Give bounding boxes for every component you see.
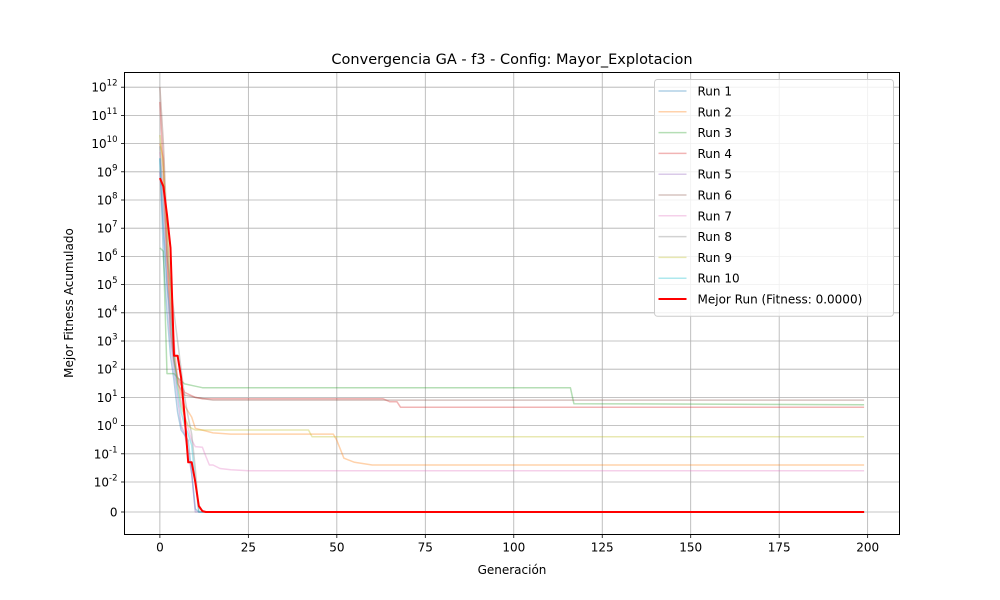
x-tick-label: 125 [591, 541, 614, 555]
plot-frame [124, 72, 900, 535]
y-tick-label: 109 [97, 163, 118, 179]
y-tick-label: 106 [97, 248, 118, 264]
y-tick-label: 100 [97, 417, 118, 433]
series-line-4 [159, 101, 865, 408]
series-line-7 [159, 152, 865, 472]
y-tick-label: 103 [97, 333, 118, 349]
y-tick-label: 104 [97, 304, 118, 320]
legend-label: Run 9 [698, 251, 732, 265]
y-tick-label: 101 [97, 389, 118, 405]
y-tick-label: 105 [97, 276, 118, 292]
y-axis: 0 10-2 10-1 100 101 102 103 104 105 106 107 108 109 1… [91, 79, 125, 520]
legend-label: Run 6 [698, 189, 732, 203]
x-tick-label: 100 [502, 541, 525, 555]
y-tick-label: 102 [97, 361, 118, 377]
x-tick-label: 0 [156, 541, 164, 555]
x-tick-label: 50 [329, 541, 344, 555]
x-axis-label: Generación [478, 563, 547, 577]
x-tick-label: 175 [768, 541, 791, 555]
legend-label: Run 4 [698, 147, 732, 161]
legend-label: Run 1 [698, 85, 732, 99]
series-line-1 [159, 158, 865, 513]
legend-label: Run 3 [698, 126, 732, 140]
legend: Run 1 Run 2 Run 3 Run 4 Run 5 Run 6 Run 7 Run 8… [654, 79, 894, 317]
x-tick-label: 150 [679, 541, 702, 555]
legend-label: Run 7 [698, 209, 732, 223]
y-tick-label: 10-2 [94, 474, 118, 490]
y-tick-label: 0 [110, 506, 118, 520]
y-axis-label: Mejor Fitness Acumulado [62, 228, 76, 378]
x-tick-label: 75 [418, 541, 433, 555]
legend-box [654, 79, 894, 317]
legend-label: Run 5 [698, 168, 732, 182]
series-layer [158, 87, 865, 513]
y-tick-label: 107 [97, 220, 118, 236]
series-line-11 [158, 177, 865, 513]
x-axis: 0 25 50 75 100 125 150 175 200 [156, 534, 879, 555]
series-line-5 [159, 171, 865, 513]
y-tick-label: 1010 [91, 135, 117, 151]
chart-title: Convergencia GA - f3 - Config: Mayor_Exp… [331, 52, 692, 68]
legend-label: Run 2 [698, 105, 732, 119]
series-line-9 [159, 135, 865, 438]
legend-label: Run 8 [698, 230, 732, 244]
x-tick-label: 25 [241, 541, 256, 555]
legend-label: Run 10 [698, 272, 740, 286]
y-tick-label: 10-1 [94, 445, 118, 461]
x-tick-label: 200 [856, 541, 879, 555]
y-tick-label: 1011 [91, 107, 117, 123]
series-line-8 [159, 146, 865, 513]
y-tick-label: 1012 [91, 79, 117, 95]
y-tick-label: 108 [97, 192, 118, 208]
legend-label: Mejor Run (Fitness: 0.0000) [698, 293, 863, 307]
series-line-2 [159, 143, 865, 466]
